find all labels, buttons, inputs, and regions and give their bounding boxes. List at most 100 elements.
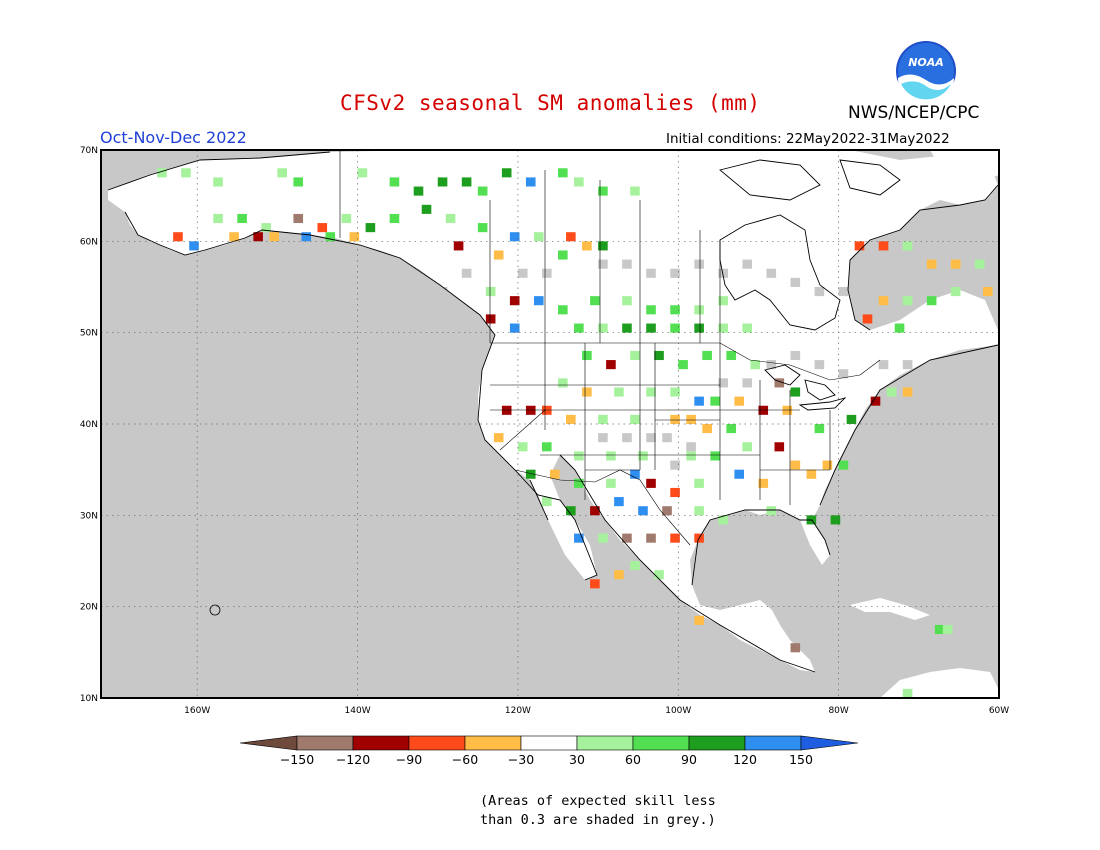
anomaly-cell bbox=[550, 469, 560, 479]
lat-tick-label: 40N bbox=[80, 420, 98, 430]
anomaly-cell bbox=[541, 497, 552, 507]
anomaly-cell bbox=[790, 643, 801, 653]
anomaly-cell bbox=[646, 305, 656, 315]
anomaly-cell bbox=[814, 424, 825, 434]
anomaly-cell bbox=[509, 323, 520, 333]
low-skill-cell bbox=[646, 268, 656, 278]
anomaly-cell bbox=[678, 360, 688, 370]
anomaly-cell bbox=[269, 232, 279, 242]
anomaly-cell bbox=[878, 241, 889, 251]
skill-note: (Areas of expected skill less than 0.3 a… bbox=[480, 792, 716, 830]
anomaly-cell bbox=[445, 213, 456, 224]
anomaly-cell bbox=[670, 387, 680, 397]
anomaly-cell bbox=[606, 451, 616, 461]
anomaly-cell bbox=[926, 296, 937, 306]
anomaly-cell bbox=[293, 213, 304, 224]
anomaly-cell bbox=[558, 250, 568, 260]
lat-tick-label: 10N bbox=[80, 694, 98, 704]
anomaly-cell bbox=[686, 451, 696, 461]
anomaly-cell bbox=[413, 186, 424, 196]
anomaly-cell bbox=[726, 350, 736, 361]
anomaly-cell bbox=[509, 232, 520, 242]
anomaly-cell bbox=[950, 259, 961, 269]
anomaly-cell bbox=[533, 296, 544, 306]
low-skill-cell bbox=[622, 433, 632, 443]
anomaly-cell bbox=[670, 323, 680, 333]
low-skill-cell bbox=[766, 268, 777, 278]
anomaly-cell bbox=[558, 378, 568, 388]
anomaly-cell bbox=[774, 442, 785, 452]
hawaii-island bbox=[209, 604, 221, 616]
anomaly-cell bbox=[758, 478, 769, 488]
coastline-hudson bbox=[719, 214, 841, 331]
coastline-east bbox=[819, 184, 999, 506]
anomaly-cell bbox=[477, 223, 488, 233]
anomaly-cell bbox=[694, 615, 704, 625]
anomaly-cell bbox=[181, 168, 191, 178]
colorbar-segment bbox=[408, 735, 466, 751]
anomaly-cell bbox=[662, 506, 672, 516]
anomaly-cell bbox=[574, 533, 584, 543]
anomaly-cell bbox=[902, 688, 913, 698]
anomaly-cell bbox=[822, 460, 833, 470]
grid-layer bbox=[101, 150, 999, 698]
greenland-landmass bbox=[930, 150, 999, 185]
anomaly-cell bbox=[942, 624, 953, 635]
low-skill-cell bbox=[814, 287, 825, 297]
anomaly-cell bbox=[598, 241, 608, 251]
anomaly-cell bbox=[598, 533, 608, 543]
low-skill-cell bbox=[742, 378, 753, 388]
anomaly-cell bbox=[566, 506, 576, 516]
anomaly-cell bbox=[213, 213, 223, 224]
anomaly-cell bbox=[606, 478, 616, 488]
anomaly-cell bbox=[301, 232, 312, 242]
anomaly-cell bbox=[694, 323, 704, 333]
anomaly-cell bbox=[493, 250, 504, 260]
svg-text:NOAA: NOAA bbox=[908, 56, 944, 69]
colorbar-segment bbox=[352, 735, 410, 751]
anomaly-cell bbox=[574, 323, 584, 333]
anomaly-cell bbox=[421, 204, 432, 214]
anomaly-cell bbox=[533, 232, 544, 242]
anomaly-cell bbox=[485, 287, 496, 297]
anomaly-cell bbox=[590, 296, 600, 306]
anomaly-cell bbox=[630, 350, 640, 361]
anomaly-cell bbox=[606, 360, 616, 370]
lon-tick-label: 120W bbox=[505, 706, 531, 716]
season-label: Oct-Nov-Dec 2022 bbox=[100, 128, 247, 147]
colorbar-segment bbox=[576, 735, 634, 751]
anomaly-cell bbox=[189, 241, 199, 251]
anomaly-cell bbox=[293, 177, 304, 187]
lon-tick-label: 100W bbox=[665, 706, 691, 716]
lat-tick-label: 60N bbox=[80, 237, 98, 247]
anomaly-cell bbox=[517, 442, 528, 452]
anomaly-cell bbox=[862, 314, 873, 324]
anomaly-cell bbox=[686, 414, 696, 424]
anomaly-cell bbox=[590, 579, 600, 589]
anomaly-cell bbox=[630, 469, 640, 479]
anomaly-cell bbox=[341, 213, 352, 224]
anomaly-cell bbox=[493, 433, 504, 443]
anomaly-cell bbox=[790, 387, 801, 397]
anomaly-cell bbox=[670, 487, 680, 498]
anomaly-cell bbox=[750, 360, 761, 370]
anomaly-cell bbox=[742, 442, 753, 452]
anomaly-cell bbox=[501, 168, 512, 178]
anomaly-cell bbox=[157, 168, 167, 178]
cuba-landmass bbox=[850, 598, 930, 620]
anomaly-cell bbox=[974, 259, 985, 269]
initial-conditions-label: Initial conditions: 22May2022-31May2022 bbox=[666, 131, 950, 147]
anomaly-cell bbox=[646, 387, 656, 397]
anomaly-cell bbox=[173, 232, 183, 242]
map-frame bbox=[100, 149, 1000, 699]
anomaly-cell bbox=[582, 387, 592, 397]
low-skill-cell bbox=[341, 259, 352, 269]
anomaly-cell bbox=[950, 287, 961, 297]
anomaly-cell bbox=[926, 259, 937, 269]
anomaly-cell bbox=[846, 414, 857, 424]
colorbar-label: 60 bbox=[625, 752, 641, 767]
low-skill-cell bbox=[790, 350, 801, 361]
anomaly-cell bbox=[461, 177, 472, 187]
lon-tick-label: 140W bbox=[345, 706, 371, 716]
